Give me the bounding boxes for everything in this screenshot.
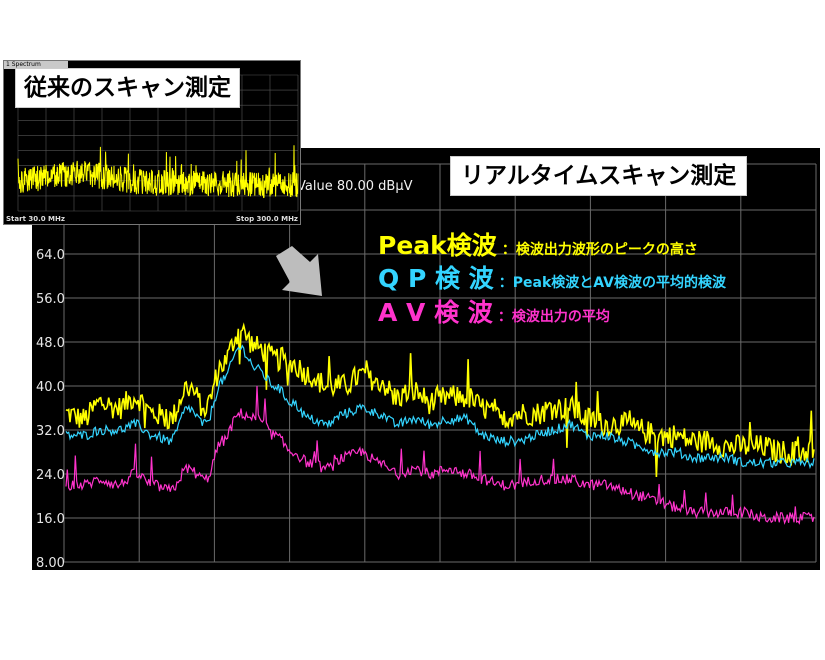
y-tick-label: 40.0 <box>36 380 65 395</box>
y-tick-label: 48.0 <box>36 336 65 351</box>
legend-qp-desc: ：Peak検波とAV検波の平均的検波 <box>498 275 727 291</box>
legend-qp-name: Q P 検 波 <box>378 264 494 293</box>
inset-tab: 1 Spectrum <box>4 61 68 69</box>
series-line-0 <box>65 322 815 478</box>
legend-peak-name: Peak検波 <box>378 231 497 260</box>
inset-trace <box>17 145 299 199</box>
legend-peak: Peak検波 ：検波出力波形のピークの高さ <box>378 226 698 262</box>
series-line-1 <box>65 344 815 470</box>
legend-qp: Q P 検 波 ：Peak検波とAV検波の平均的検波 <box>378 259 726 295</box>
legend-peak-desc: ：検波出力波形のピークの高さ <box>501 242 698 258</box>
y-tick-label: 56.0 <box>36 292 65 307</box>
y-tick-label: 8.00 <box>36 556 65 571</box>
y-tick-label: 64.0 <box>36 248 65 263</box>
series-layer <box>65 322 815 525</box>
legend-av-name: A V 検 波 <box>378 298 493 327</box>
inset-start-label: Start 30.0 MHz <box>6 215 65 223</box>
conventional-scan-title: 従来のスキャン測定 <box>16 69 239 107</box>
down-right-arrow-icon <box>276 246 322 296</box>
legend-av-desc: ：検波出力の平均 <box>497 309 610 325</box>
y-tick-labels: 72.064.056.048.040.032.024.016.08.00 <box>36 204 65 571</box>
series-line-2 <box>65 385 815 525</box>
chart-grid <box>63 163 817 563</box>
y-tick-label: 32.0 <box>36 424 65 439</box>
y-tick-label: 16.0 <box>36 512 65 527</box>
realtime-scan-title: リアルタイムスキャン測定 <box>451 157 747 195</box>
y-tick-label: 24.0 <box>36 468 65 483</box>
legend-av: A V 検 波 ：検波出力の平均 <box>378 293 610 329</box>
reference-level-label: Value 80.00 dBµV <box>297 179 413 194</box>
inset-stop-label: Stop 300.0 MHz <box>235 215 298 223</box>
